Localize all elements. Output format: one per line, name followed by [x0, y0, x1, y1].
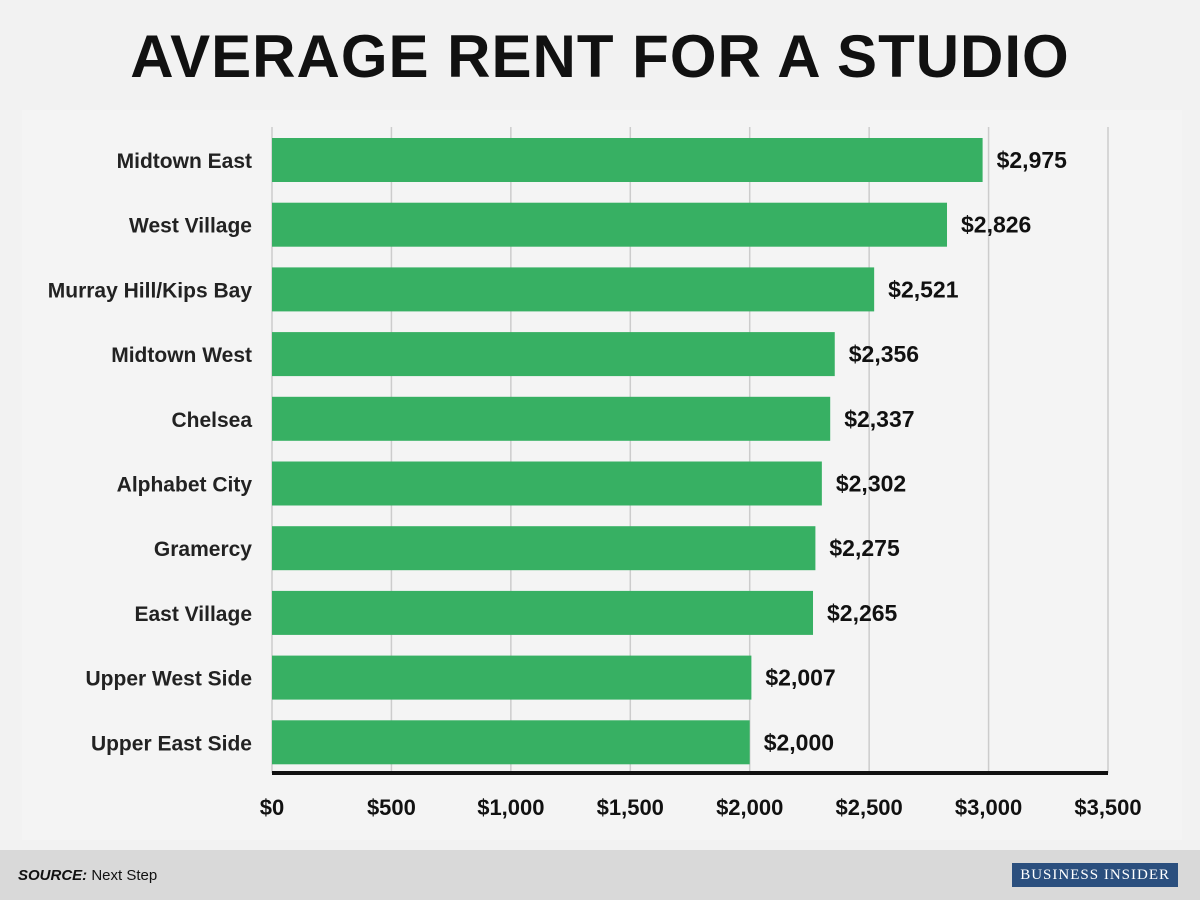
- source-text: Next Step: [91, 867, 158, 884]
- value-label: $2,000: [764, 729, 834, 755]
- value-label: $2,356: [849, 341, 919, 367]
- x-tick-label: $2,000: [716, 795, 783, 820]
- x-tick-label: $1,000: [477, 795, 544, 820]
- value-label: $2,007: [765, 665, 835, 691]
- x-tick-label: $0: [260, 795, 284, 820]
- category-label: Midtown East: [117, 150, 252, 173]
- category-label: West Village: [129, 215, 252, 238]
- x-tick-label: $1,500: [597, 795, 664, 820]
- category-label: Murray Hill/Kips Bay: [48, 279, 253, 302]
- brand-logo: Business Insider: [1012, 863, 1178, 887]
- x-tick-label: $3,500: [1074, 795, 1141, 820]
- bar: [272, 138, 983, 182]
- value-label: $2,975: [997, 147, 1068, 173]
- category-label: Gramercy: [154, 538, 252, 561]
- bar: [272, 332, 835, 377]
- bar: [272, 590, 814, 635]
- bar: [272, 267, 875, 312]
- bar-chart: $2,975 $2,826 $2,521 $2,356 $2,337 $2,302 $2,2…: [47, 127, 1142, 820]
- x-tick-labels: $0 $500 $1,000 $1,500 $2,000 $2,500 $3,000 $3,5…: [260, 795, 1142, 820]
- bar: [272, 461, 822, 506]
- bars: [272, 138, 983, 765]
- bar: [272, 655, 752, 700]
- bar: [272, 396, 831, 441]
- x-tick-label: $3,000: [955, 795, 1022, 820]
- bar: [272, 526, 816, 571]
- category-label: Upper West Side: [86, 668, 252, 691]
- category-label: Upper East Side: [91, 732, 252, 755]
- bar: [272, 202, 948, 247]
- x-tick-label: $500: [367, 795, 416, 820]
- bar: [272, 720, 750, 765]
- footer: SOURCE: Next Step Business Insider: [0, 850, 1200, 900]
- x-tick-label: $2,500: [835, 795, 902, 820]
- value-label: $2,826: [961, 212, 1031, 238]
- value-labels: $2,975 $2,826 $2,521 $2,356 $2,337 $2,302 $2,2…: [764, 147, 1067, 755]
- value-label: $2,337: [844, 406, 914, 432]
- category-label: Chelsea: [171, 409, 252, 432]
- source-label: SOURCE:: [18, 867, 88, 884]
- value-label: $2,521: [888, 276, 959, 302]
- value-label: $2,275: [829, 535, 900, 561]
- value-label: $2,265: [827, 600, 898, 626]
- category-label: Alphabet City: [117, 474, 253, 497]
- category-labels: Midtown East West Village Murray Hill/Kips…: [48, 150, 253, 755]
- chart-title: AVERAGE RENT FOR A STUDIO: [130, 23, 1070, 90]
- category-label: East Village: [134, 603, 252, 626]
- source-note: SOURCE: Next Step: [18, 867, 157, 884]
- category-label: Midtown West: [111, 344, 252, 367]
- value-label: $2,302: [836, 471, 906, 497]
